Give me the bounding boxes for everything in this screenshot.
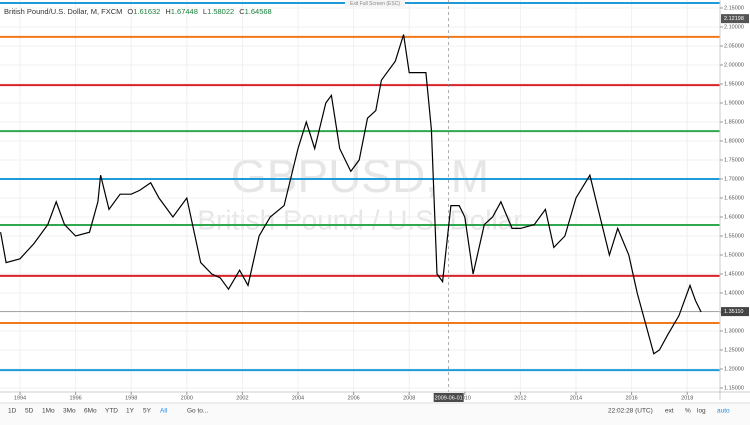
x-tick-label: 2018 [681, 395, 693, 401]
y-tick-label: 2.00000 [724, 62, 744, 68]
crosshair-label-bg [433, 393, 464, 402]
price-line [0, 34, 702, 355]
y-tick-label: 1.30000 [724, 328, 744, 334]
y-tick-label: 1.20000 [724, 366, 744, 372]
ohlc-value: 1.67448 [171, 7, 198, 16]
y-tick-label: 1.80000 [724, 138, 744, 144]
ohlc-value: 1.64568 [245, 7, 272, 16]
range-button[interactable]: 6Mo [84, 408, 97, 415]
ohlc-value: 1.58022 [207, 7, 234, 16]
x-tick-label: 2016 [625, 395, 637, 401]
range-button[interactable]: 5Y [143, 408, 152, 415]
symbol: British Pound/U.S. Dollar, M, FXCM [4, 7, 122, 16]
x-tick-label: 1996 [69, 395, 81, 401]
marker-bg [721, 14, 749, 24]
range-button[interactable]: All [160, 408, 168, 415]
range-button[interactable]: 1D [8, 408, 17, 415]
x-tick-label: 2000 [181, 395, 193, 401]
y-tick-label: 1.65000 [724, 195, 744, 201]
x-tick-label: 2012 [514, 395, 526, 401]
y-tick-label: 1.75000 [724, 157, 744, 163]
exit-bg [345, 0, 405, 7]
x-tick-label: 2010 [459, 395, 471, 401]
ohlc-value: 1.61632 [133, 7, 160, 16]
y-tick-label: 1.25000 [724, 347, 744, 353]
ohlc-key: O [127, 7, 133, 16]
y-tick-label: 1.60000 [724, 214, 744, 220]
marker-label: 2.12198 [724, 16, 744, 22]
toolbar [0, 403, 750, 425]
range-button[interactable]: YTD [105, 408, 118, 415]
clock: 22:02:28 (UTC) [608, 408, 653, 415]
y-tick-label: 1.70000 [724, 176, 744, 182]
y-tick-label: 1.95000 [724, 81, 744, 87]
y-tick-label: 1.55000 [724, 233, 744, 239]
watermark: British Pound / U.S. Dollar [197, 204, 522, 235]
ohlc-key: C [239, 7, 245, 16]
y-tick-label: 2.15000 [724, 5, 744, 11]
range-button[interactable]: 1Mo [42, 408, 55, 415]
ohlc-key: L [203, 7, 207, 16]
ohlc-key: H [165, 7, 170, 16]
range-button[interactable]: 3Mo [63, 408, 76, 415]
y-tick-label: 1.15000 [724, 385, 744, 391]
header: British Pound/U.S. Dollar, M, FXCM O1.616… [4, 7, 272, 16]
x-tick-label: 2008 [403, 395, 415, 401]
range-button[interactable]: 1Y [126, 408, 135, 415]
y-tick-label: 1.85000 [724, 119, 744, 125]
last-price-label: 1.35110 [724, 309, 743, 315]
last-price-bg [721, 307, 749, 317]
y-tick-label: 2.05000 [724, 43, 744, 49]
x-tick-label: 2014 [570, 395, 582, 401]
y-tick-label: 1.40000 [724, 290, 744, 296]
y-tick-label: 1.90000 [724, 100, 744, 106]
option-button[interactable]: log [697, 408, 706, 415]
range-button[interactable]: 5D [25, 408, 34, 415]
option-button[interactable]: % [685, 408, 691, 415]
price-axis [720, 0, 750, 400]
option-button[interactable]: auto [717, 408, 730, 415]
y-tick-label: 1.45000 [724, 271, 744, 277]
y-tick-label: 1.50000 [724, 252, 744, 258]
x-tick-label: 1994 [14, 395, 26, 401]
exit-full-screen: Exit Full Screen (ESC) [350, 1, 400, 7]
x-tick-label: 2006 [347, 395, 359, 401]
crosshair-label: 2009-06-01 [435, 395, 463, 401]
y-tick-label: 2.10000 [724, 24, 744, 30]
x-tick-label: 2004 [292, 395, 304, 401]
goto-button[interactable]: Go to... [187, 408, 209, 415]
option-button[interactable]: ext [665, 408, 674, 415]
x-tick-label: 2002 [236, 395, 248, 401]
x-tick-label: 1998 [125, 395, 137, 401]
